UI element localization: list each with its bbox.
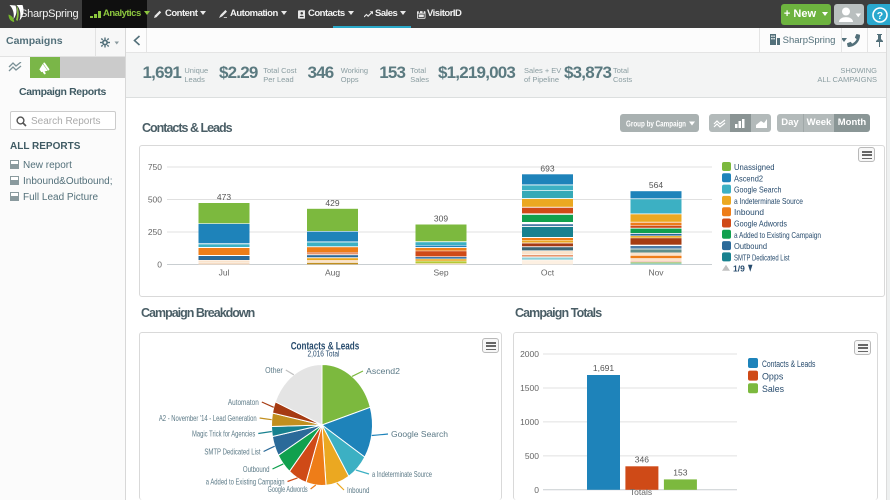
svg-text:Group by Campaign: Group by Campaign: [626, 119, 686, 129]
svg-text:1000: 1000: [520, 417, 539, 427]
svg-text:346: 346: [635, 454, 649, 464]
svg-text:Unassigned: Unassigned: [734, 162, 775, 172]
svg-text:Sales: Sales: [762, 384, 784, 394]
svg-text:a Indeterminate Source: a Indeterminate Source: [734, 196, 803, 206]
svg-text:Opps: Opps: [762, 372, 784, 382]
svg-text:Other: Other: [265, 366, 283, 375]
svg-text:Contacts & Leads: Contacts & Leads: [291, 341, 360, 353]
svg-text:Google Adwords: Google Adwords: [734, 219, 787, 229]
svg-text:Contacts & Leads: Contacts & Leads: [762, 359, 816, 369]
svg-text:Google Search: Google Search: [734, 185, 782, 195]
svg-text:Inbound: Inbound: [347, 486, 369, 495]
svg-text:Ascend2: Ascend2: [734, 173, 763, 183]
svg-text:Google Search: Google Search: [391, 430, 448, 439]
svg-text:250: 250: [148, 227, 162, 237]
svg-text:Jul: Jul: [219, 268, 230, 278]
svg-text:500: 500: [525, 451, 539, 461]
svg-text:693: 693: [540, 163, 554, 173]
svg-text:a Indeterminate Source: a Indeterminate Source: [372, 470, 432, 479]
svg-text:Sep: Sep: [433, 268, 448, 278]
svg-text:750: 750: [148, 162, 162, 172]
svg-text:0: 0: [157, 260, 162, 270]
svg-text:Ascend2: Ascend2: [366, 367, 401, 376]
svg-text:1,691: 1,691: [593, 363, 615, 373]
svg-text:SMTP Dedicated List: SMTP Dedicated List: [204, 448, 261, 457]
svg-text:2000: 2000: [520, 349, 539, 359]
svg-text:a Added to Existing Campaign: a Added to Existing Campaign: [734, 230, 821, 240]
svg-text:Outbound: Outbound: [243, 465, 270, 474]
svg-text:Nov: Nov: [648, 268, 664, 278]
svg-text:Google Adwords: Google Adwords: [268, 485, 308, 494]
svg-text:153: 153: [673, 467, 687, 477]
svg-text:473: 473: [217, 192, 231, 202]
svg-text:SMTP Dedicated List: SMTP Dedicated List: [734, 252, 790, 262]
svg-text:Magic Trick for Agencies: Magic Trick for Agencies: [192, 430, 255, 439]
svg-text:Aug: Aug: [325, 268, 340, 278]
svg-text:?: ?: [877, 10, 883, 22]
svg-text:Inbound: Inbound: [734, 207, 764, 217]
svg-text:309: 309: [434, 214, 448, 224]
svg-text:Automaton: Automaton: [228, 398, 259, 407]
svg-text:a Added to Existing Campaign: a Added to Existing Campaign: [206, 478, 285, 487]
svg-text:2,016 Total: 2,016 Total: [308, 350, 340, 359]
svg-text:500: 500: [148, 195, 162, 205]
svg-text:Outbound: Outbound: [734, 241, 767, 251]
svg-text:Oct: Oct: [541, 268, 555, 278]
svg-text:0: 0: [534, 485, 539, 495]
svg-text:Totals: Totals: [630, 487, 652, 497]
svg-text:1500: 1500: [520, 383, 539, 393]
svg-text:429: 429: [325, 198, 339, 208]
svg-text:564: 564: [649, 180, 663, 190]
svg-text:A2 - November '14 - Lead Gener: A2 - November '14 - Lead Generation: [159, 414, 257, 423]
svg-text:1/9: 1/9: [733, 264, 745, 274]
